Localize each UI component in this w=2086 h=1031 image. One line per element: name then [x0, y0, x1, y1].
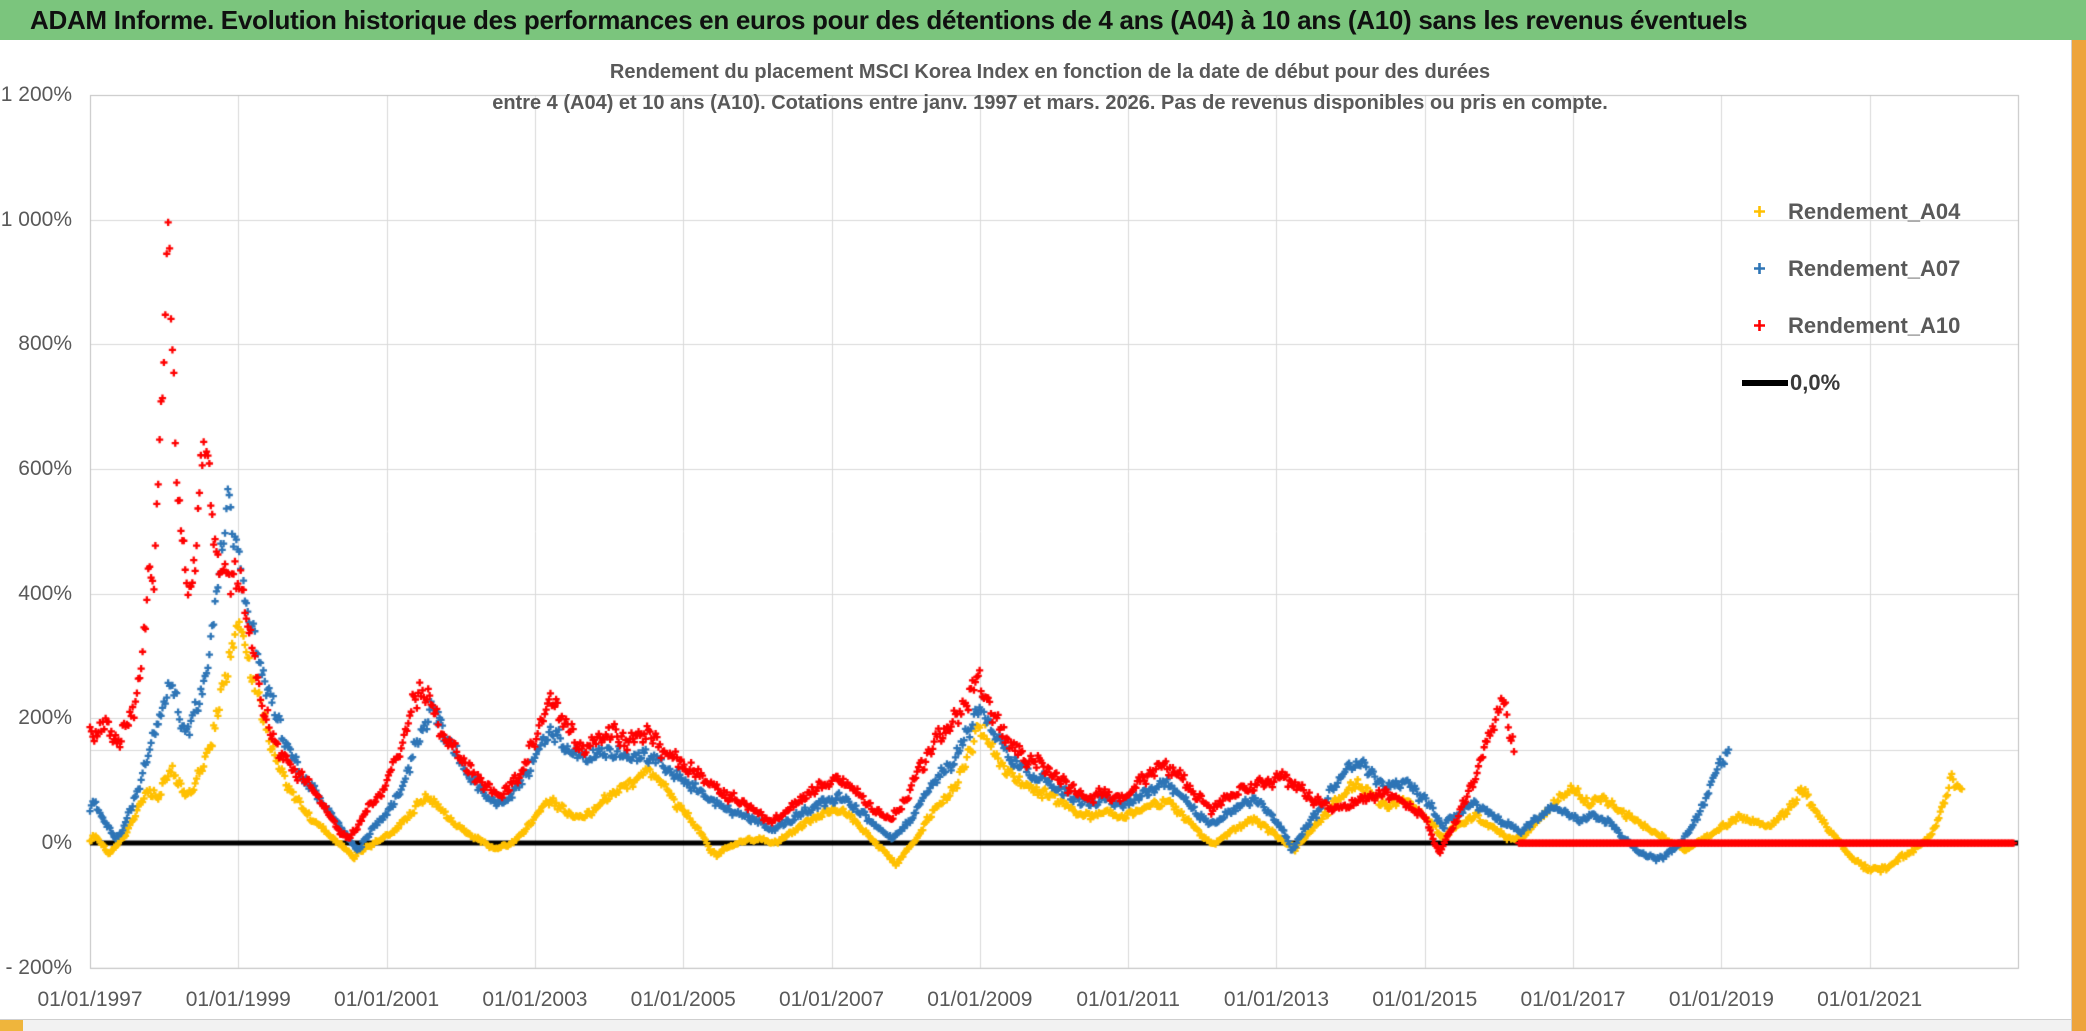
y-axis-label: - 200%	[5, 955, 72, 979]
legend-item-a10[interactable]: Rendement_A10	[1742, 297, 1960, 354]
x-axis-label: 01/01/2005	[630, 988, 736, 1011]
plus-marker-icon	[1742, 204, 1776, 219]
chart-title-line1: Rendement du placement MSCI Korea Index …	[609, 61, 1491, 83]
x-axis-label: 01/01/2015	[1372, 988, 1478, 1011]
plus-marker-icon	[1742, 261, 1776, 276]
x-axis-label: 01/01/2017	[1520, 988, 1626, 1011]
window-bottom-bar	[0, 1019, 2071, 1031]
black-line-icon	[1742, 379, 1788, 386]
y-axis-label: 200%	[18, 706, 72, 730]
x-axis-label: 01/01/2019	[1668, 988, 1774, 1011]
legend-item-zero-line[interactable]: 0,0%	[1742, 354, 1960, 411]
legend-item-a04[interactable]: Rendement_A04	[1742, 183, 1960, 240]
chart-title: Rendement du placement MSCI Korea Index …	[300, 57, 1800, 119]
chart-legend: Rendement_A04 Rendement_A07 Rendement_A1…	[1742, 183, 1960, 411]
legend-label: Rendement_A04	[1788, 198, 1961, 224]
window-accent-bottom-left	[0, 1020, 23, 1031]
x-axis-label: 01/01/2007	[778, 988, 885, 1011]
y-axis-label: 800%	[18, 332, 72, 356]
x-axis-label: 01/01/2011	[1076, 988, 1180, 1011]
y-axis-label: 0%	[41, 831, 72, 855]
x-axis-label: 01/01/2021	[1817, 988, 1923, 1011]
x-axis-label: 01/01/1997	[37, 988, 143, 1011]
chart-title-line2: entre 4 (A04) et 10 ans (A10). Cotations…	[492, 92, 1608, 114]
x-axis-label: 01/01/1999	[185, 988, 291, 1011]
legend-item-a07[interactable]: Rendement_A07	[1742, 240, 1960, 297]
y-axis-label: 600%	[18, 457, 72, 481]
legend-label: 0,0%	[1790, 369, 1841, 395]
y-axis-label: 1 000%	[0, 207, 72, 231]
plus-marker-icon	[1742, 318, 1776, 333]
legend-label: Rendement_A10	[1788, 312, 1961, 338]
legend-label: Rendement_A07	[1788, 255, 1961, 281]
y-axis-label: 1 200%	[0, 83, 72, 106]
y-axis-label: 400%	[18, 581, 72, 605]
window-accent-right-strip	[2071, 40, 2086, 1031]
x-axis-label: 01/01/2009	[927, 988, 1033, 1011]
x-axis-label: 01/01/2003	[482, 988, 588, 1011]
x-axis-label: 01/01/2013	[1223, 988, 1329, 1011]
x-axis-label: 01/01/2001	[334, 988, 440, 1011]
